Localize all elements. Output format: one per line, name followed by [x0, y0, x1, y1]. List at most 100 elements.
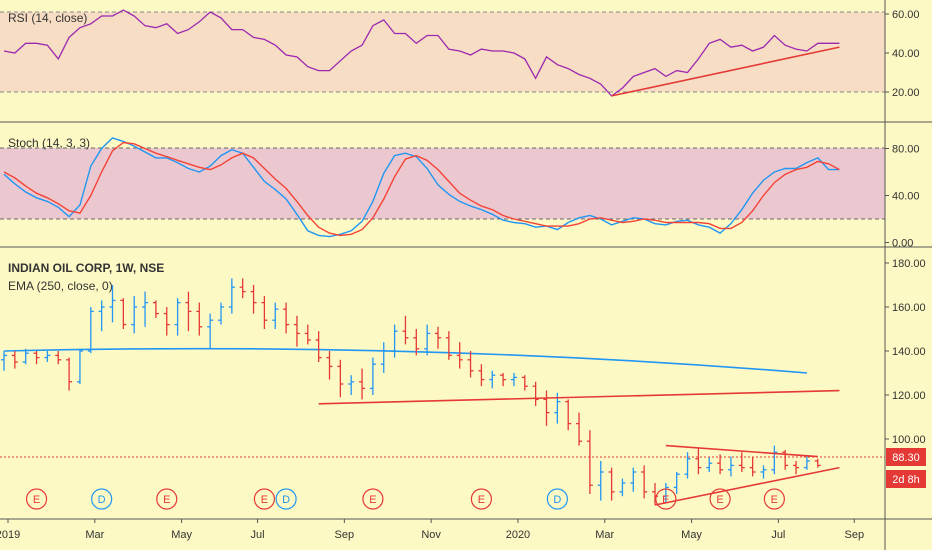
ohlc-bar: [662, 483, 669, 503]
event-marker-letter: E: [369, 494, 376, 506]
time-axis[interactable]: 2019 Mar May Jul Sep Nov 2020 Mar May Jul Sep: [0, 519, 864, 541]
price-trendline: [654, 466, 840, 506]
price-panel[interactable]: INDIAN OIL CORP, 1W, NSE EMA (250, close…: [8, 261, 164, 293]
countdown-value: 2d 8h: [892, 474, 920, 486]
rsi-trendline: [611, 46, 840, 97]
ohlc-bar: [673, 472, 680, 494]
stoch-panel[interactable]: Stoch (14, 3, 3): [0, 136, 885, 220]
ohlc-bar: [782, 450, 789, 470]
ohlc-bar: [706, 456, 713, 472]
ohlc-bar: [1, 351, 7, 371]
event-marker-circle: [91, 488, 113, 510]
price-axis-tick-label: 120.00: [892, 390, 926, 402]
ohlc-bar: [185, 291, 192, 332]
ohlc-bar: [304, 324, 311, 345]
earnings-marker[interactable]: E: [362, 488, 384, 510]
time-tick-label: Sep: [845, 529, 865, 541]
ohlc-bar: [131, 296, 138, 334]
ohlc-bar: [22, 348, 29, 365]
ohlc-bar: [749, 456, 756, 477]
ohlc-bar: [684, 452, 691, 479]
time-tick-label: May: [171, 529, 192, 541]
ohlc-bar: [326, 351, 333, 380]
event-marker-circle: [655, 488, 677, 510]
time-tick-label: 2020: [506, 529, 530, 541]
last-price-value: 88.30: [892, 452, 920, 464]
ohlc-bar: [738, 452, 745, 472]
dividend-marker[interactable]: D: [275, 488, 297, 510]
ohlc-bar: [793, 461, 800, 475]
rsi-axis-tick-label: 60.00: [892, 9, 920, 21]
ohlc-bar: [98, 300, 105, 332]
ohlc-bar: [500, 373, 507, 387]
earnings-marker[interactable]: E: [763, 488, 785, 510]
price-axis-tick-label: 140.00: [892, 346, 926, 358]
event-marker-letter: E: [716, 494, 723, 506]
event-marker-circle: [25, 488, 48, 510]
ohlc-bar: [456, 342, 463, 369]
earnings-marker[interactable]: E: [470, 488, 492, 510]
ohlc-bar: [803, 456, 810, 470]
stoch-band: [0, 148, 885, 219]
rsi-axis-tick-label: 20.00: [892, 87, 920, 99]
last-price-tag: [886, 448, 926, 466]
ohlc-bar: [250, 285, 257, 314]
ohlc-bar: [771, 445, 778, 475]
ohlc-bar: [760, 465, 767, 479]
price-axis-tick-label: 100.00: [892, 434, 926, 446]
ohlc-bar: [608, 467, 615, 501]
time-tick-label: 2019: [0, 529, 20, 541]
ohlc-bar: [11, 351, 18, 369]
stoch-label: Stoch (14, 3, 3): [8, 136, 90, 150]
ohlc-bar: [33, 351, 40, 365]
earnings-marker[interactable]: E: [25, 488, 48, 510]
event-marker-letter: D: [553, 494, 561, 506]
event-marker-letter: D: [98, 494, 106, 506]
event-marker-letter: D: [282, 494, 290, 506]
ohlc-bar: [315, 331, 322, 362]
event-marker-circle: [156, 488, 178, 510]
ohlc-bar: [44, 351, 51, 362]
ohlc-bar: [717, 454, 724, 475]
rsi-axis[interactable]: 60.00 40.00 20.00: [885, 9, 920, 99]
rsi-panel[interactable]: RSI (14, close): [0, 11, 885, 93]
ohlc-bar: [597, 461, 604, 501]
earnings-marker[interactable]: E: [253, 488, 275, 510]
earnings-marker[interactable]: E: [655, 488, 677, 510]
ohlc-bar: [76, 348, 83, 384]
stoch-axis-tick-label: 80.00: [892, 144, 920, 156]
stoch-axis-tick-label: 0.00: [892, 238, 913, 250]
ohlc-bar: [218, 302, 224, 325]
stoch-axis-tick-label: 40.00: [892, 191, 920, 203]
ohlc-bar: [293, 315, 300, 347]
stoch-axis[interactable]: 80.00 40.00 0.00: [885, 144, 920, 250]
rsi-band: [0, 12, 885, 92]
ohlc-bar: [402, 315, 409, 345]
ohlc-bar: [174, 298, 181, 336]
earnings-marker[interactable]: E: [156, 488, 178, 510]
dividend-marker[interactable]: D: [91, 488, 113, 510]
ohlc-bar: [239, 278, 246, 299]
time-tick-label: May: [681, 529, 702, 541]
ohlc-bar: [207, 313, 214, 349]
ohlc-bar: [814, 458, 821, 468]
ema-line-group: [3, 347, 807, 374]
ohlc-bar: [435, 326, 441, 349]
ohlc-bar: [283, 302, 290, 334]
ohlc-bar: [142, 291, 149, 327]
countdown-tag: [886, 470, 926, 488]
event-marker-circle: [763, 488, 785, 510]
ohlc-bar: [478, 364, 485, 387]
ohlc-bar: [163, 307, 170, 336]
ohlc-bar: [695, 447, 702, 475]
earnings-marker[interactable]: E: [709, 488, 731, 510]
price-axis[interactable]: 180.00 160.00 140.00 120.00 100.00: [885, 258, 926, 446]
price-axis-tick-label: 180.00: [892, 258, 926, 270]
rsi-label: RSI (14, close): [8, 11, 87, 25]
price-bars: [1, 278, 821, 505]
ohlc-bar: [424, 324, 431, 356]
time-tick-label: Jul: [771, 529, 785, 541]
dividend-marker[interactable]: D: [546, 488, 568, 510]
